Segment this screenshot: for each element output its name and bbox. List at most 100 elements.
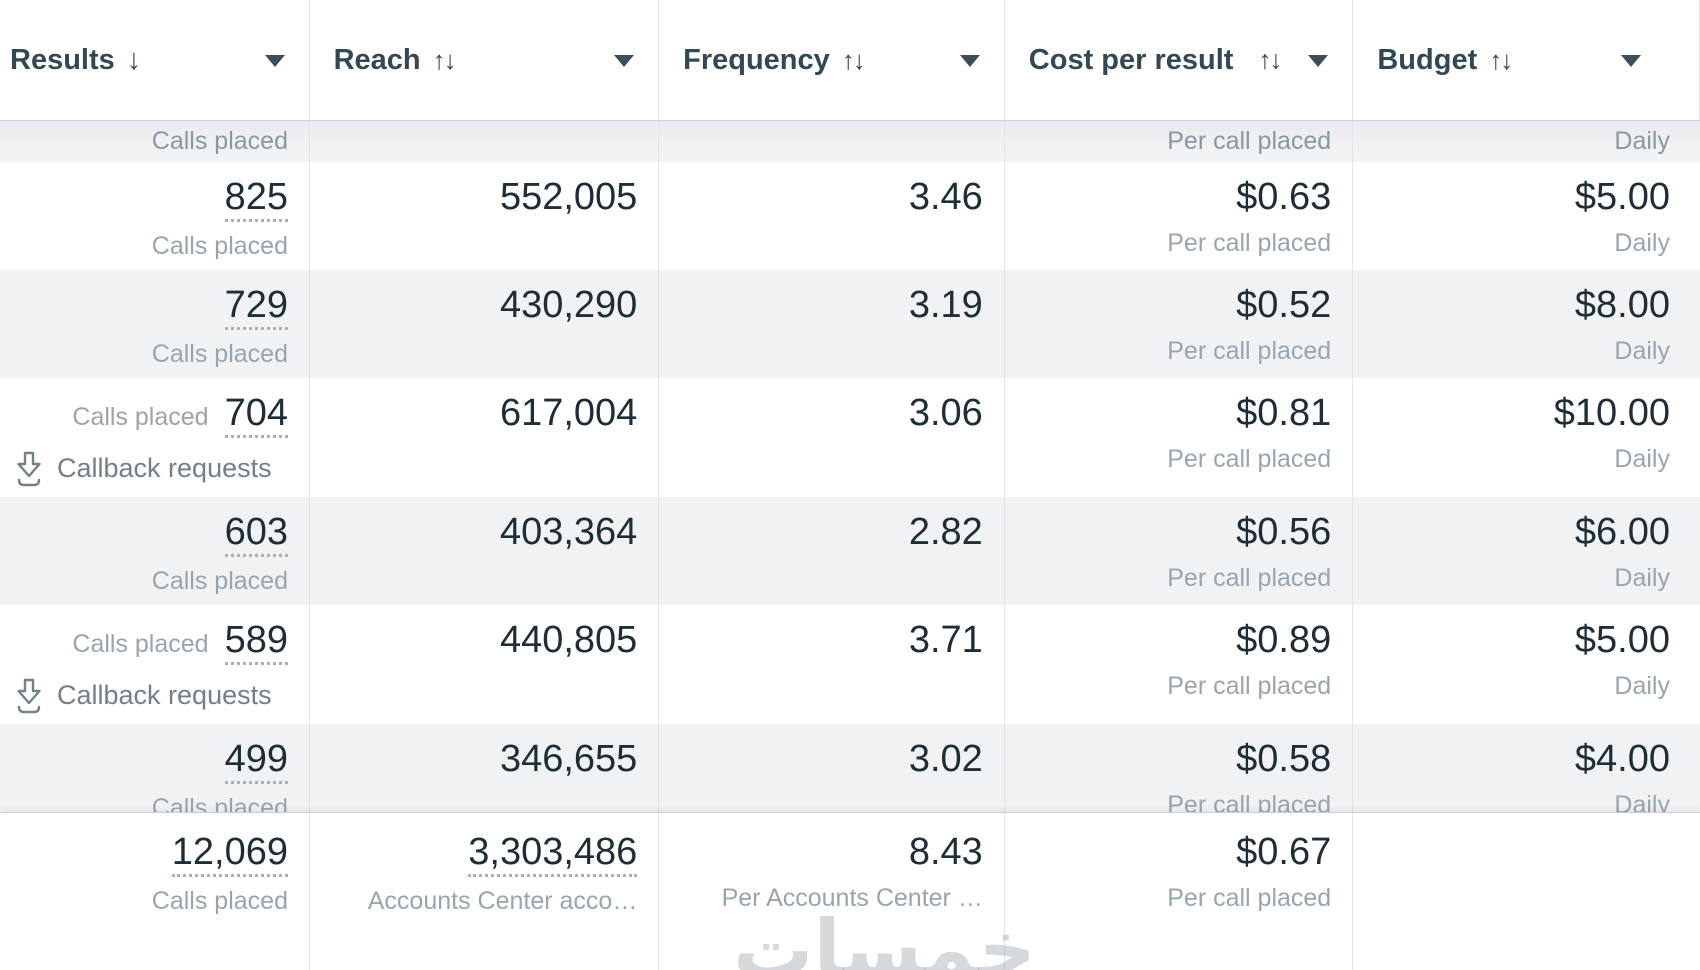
table-row: Calls placed 704 Callback requests 617,0… bbox=[0, 378, 1700, 497]
results-pre-label: Calls placed bbox=[72, 403, 209, 431]
column-header-frequency[interactable]: Frequency ↑↓ bbox=[659, 0, 1005, 120]
table-row: 729 Calls placed 430,290 3.19 $0.52 Per … bbox=[0, 270, 1700, 378]
cost-value: $0.81 bbox=[1236, 392, 1332, 434]
caret-down-icon[interactable] bbox=[1621, 55, 1641, 67]
reach-cell: 552,005 bbox=[310, 162, 660, 270]
frequency-cell: 3.02 bbox=[659, 724, 1005, 812]
frequency-total-value: 8.43 bbox=[908, 831, 983, 873]
cost-label: Per call placed bbox=[1167, 228, 1332, 257]
cost-value: $0.52 bbox=[1236, 284, 1332, 326]
frequency-cell bbox=[659, 121, 1005, 162]
frequency-total-label: Per Accounts Center … bbox=[721, 883, 983, 912]
results-label: Calls placed bbox=[151, 566, 288, 595]
cost-label: Per call placed bbox=[1167, 671, 1332, 700]
table-row: 603 Calls placed 403,364 2.82 $0.56 Per … bbox=[0, 497, 1700, 605]
budget-label: Daily bbox=[1614, 444, 1670, 473]
results-cell: 499 Calls placed bbox=[0, 724, 310, 812]
caret-down-icon[interactable] bbox=[614, 55, 635, 67]
sort-toggle-icon[interactable]: ↑↓ bbox=[432, 44, 457, 75]
budget-cell: Daily bbox=[1614, 127, 1670, 155]
reach-cell: 617,004 bbox=[310, 378, 660, 497]
reach-value: 617,004 bbox=[499, 392, 638, 434]
budget-label: Daily bbox=[1614, 228, 1670, 257]
budget-value: $4.00 bbox=[1574, 738, 1670, 780]
column-label: Results bbox=[10, 43, 115, 76]
frequency-value: 3.06 bbox=[908, 392, 983, 434]
cost-value: $0.56 bbox=[1236, 511, 1332, 553]
cost-cell: $0.52 Per call placed bbox=[1005, 270, 1354, 378]
budget-value: $5.00 bbox=[1574, 619, 1670, 661]
budget-value: $8.00 bbox=[1574, 284, 1670, 326]
cost-label: Per call placed bbox=[1167, 336, 1332, 365]
results-value[interactable]: 499 bbox=[224, 738, 288, 784]
frequency-value: 3.71 bbox=[908, 619, 983, 661]
sort-descending-icon[interactable]: ↓ bbox=[126, 43, 142, 76]
results-label: Calls placed bbox=[151, 793, 288, 812]
results-value[interactable]: 729 bbox=[224, 284, 288, 330]
sort-toggle-icon[interactable]: ↑↓ bbox=[1258, 44, 1282, 75]
frequency-value: 2.82 bbox=[908, 511, 983, 553]
cost-cell: Per call placed bbox=[1005, 121, 1354, 162]
results-cell: 825 Calls placed bbox=[0, 162, 310, 270]
cost-value: $0.58 bbox=[1236, 738, 1332, 780]
cost-total-label: Per call placed bbox=[1167, 883, 1332, 912]
results-cell: Calls placed 704 Callback requests bbox=[0, 378, 310, 497]
column-header-reach[interactable]: Reach ↑↓ bbox=[310, 0, 660, 120]
results-value[interactable]: 589 bbox=[224, 619, 288, 665]
reach-value: 440,805 bbox=[499, 619, 638, 661]
frequency-cell: 2.82 bbox=[659, 497, 1005, 605]
reach-value: 552,005 bbox=[499, 176, 638, 218]
caret-down-icon[interactable] bbox=[959, 55, 980, 67]
sort-toggle-icon[interactable]: ↑↓ bbox=[1489, 44, 1513, 75]
cost-label: Per call placed bbox=[1167, 444, 1332, 473]
cost-label: Per call placed bbox=[1167, 563, 1332, 592]
cost-total-cell: $0.67 Per call placed bbox=[1005, 813, 1354, 970]
reach-cell: 430,290 bbox=[310, 270, 660, 378]
cost-total-value: $0.67 bbox=[1236, 831, 1332, 873]
budget-value: $10.00 bbox=[1553, 392, 1670, 434]
results-total-label: Calls placed bbox=[151, 886, 288, 915]
results-label: Calls placed bbox=[151, 231, 288, 260]
budget-cell: $10.00 Daily bbox=[1353, 378, 1700, 497]
column-header-cost-per-result[interactable]: Cost per result ↑↓ bbox=[1005, 0, 1354, 120]
budget-cell: $4.00 Daily bbox=[1353, 724, 1700, 812]
reach-total-label: Accounts Center acco… bbox=[367, 886, 638, 915]
budget-label: Daily bbox=[1614, 790, 1670, 812]
results-value[interactable]: 603 bbox=[224, 511, 288, 557]
caret-down-icon[interactable] bbox=[1308, 55, 1329, 67]
reach-value: 346,655 bbox=[499, 738, 638, 780]
frequency-cell: 3.06 bbox=[659, 378, 1005, 497]
results-total-value[interactable]: 12,069 bbox=[171, 831, 288, 877]
caret-down-icon[interactable] bbox=[264, 55, 285, 67]
reach-cell: 346,655 bbox=[310, 724, 660, 812]
results-cell: 729 Calls placed bbox=[0, 270, 310, 378]
results-cell: Calls placed bbox=[0, 121, 310, 162]
frequency-cell: 3.19 bbox=[659, 270, 1005, 378]
cost-cell: $0.58 Per call placed bbox=[1005, 724, 1354, 812]
callback-download-icon bbox=[17, 678, 41, 713]
sort-toggle-icon[interactable]: ↑↓ bbox=[841, 44, 866, 75]
reach-cell: 403,364 bbox=[310, 497, 660, 605]
results-value[interactable]: 704 bbox=[224, 392, 288, 438]
budget-label: Daily bbox=[1614, 336, 1670, 365]
results-secondary-label: Callback requests bbox=[57, 680, 272, 711]
budget-cell: $5.00 Daily bbox=[1353, 605, 1700, 724]
reach-total-cell: 3,303,486 Accounts Center acco… bbox=[310, 813, 660, 970]
column-label: Reach bbox=[333, 43, 421, 76]
reach-value: 430,290 bbox=[499, 284, 638, 326]
cost-value: $0.63 bbox=[1236, 176, 1332, 218]
column-header-results[interactable]: Results ↓ bbox=[0, 0, 310, 120]
budget-cell: $8.00 Daily bbox=[1353, 270, 1700, 378]
frequency-cell: 3.46 bbox=[659, 162, 1005, 270]
column-header-budget[interactable]: Budget ↑↓ bbox=[1353, 0, 1700, 120]
reach-total-value[interactable]: 3,303,486 bbox=[468, 831, 638, 877]
frequency-cell: 3.71 bbox=[659, 605, 1005, 724]
results-cell: Calls placed 589 Callback requests bbox=[0, 605, 310, 724]
table-row: 499 Calls placed 346,655 3.02 $0.58 Per … bbox=[0, 724, 1700, 812]
results-label: Calls placed bbox=[151, 339, 288, 368]
budget-value: $5.00 bbox=[1574, 176, 1670, 218]
results-secondary-label: Callback requests bbox=[57, 453, 272, 484]
frequency-value: 3.02 bbox=[908, 738, 983, 780]
results-value[interactable]: 825 bbox=[224, 176, 288, 222]
frequency-value: 3.46 bbox=[908, 176, 983, 218]
